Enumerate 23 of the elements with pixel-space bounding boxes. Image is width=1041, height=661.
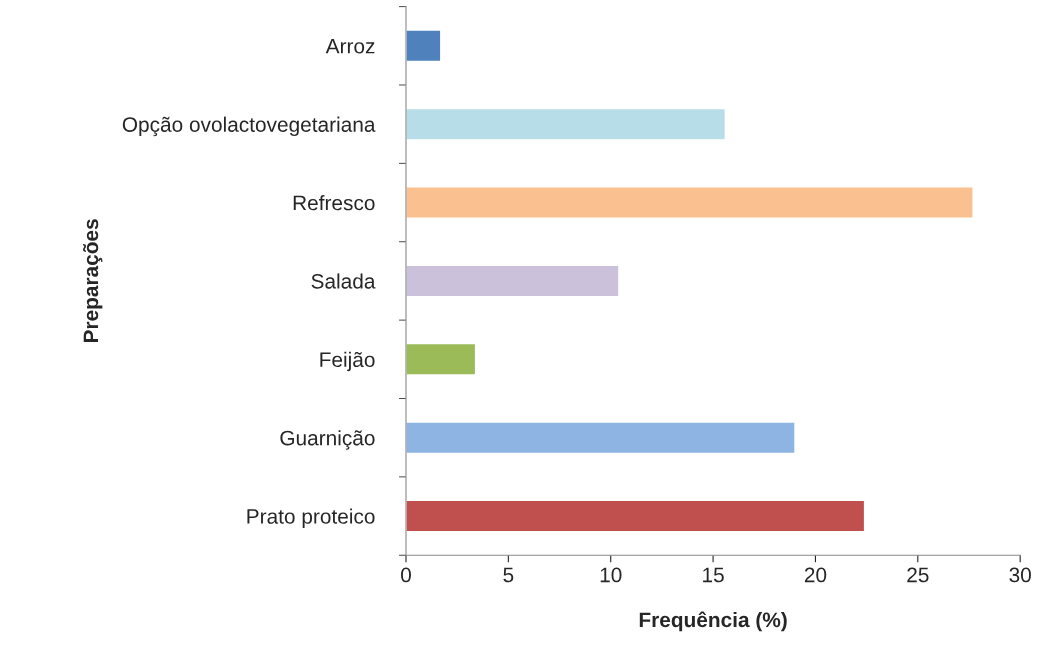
bar <box>405 186 974 219</box>
y-axis-title: Preparações <box>83 219 103 343</box>
x-tick-label: 25 <box>907 567 929 583</box>
bar <box>405 107 727 141</box>
y-tick-label: Feijão <box>320 351 375 372</box>
x-tick-label: 30 <box>1009 567 1031 583</box>
y-tick-label: Opção ovolactovegetariana <box>122 116 376 137</box>
y-tick-label: Arroz <box>325 39 375 54</box>
bar <box>405 342 477 376</box>
x-tick-label: 0 <box>401 567 411 583</box>
bar <box>405 264 620 298</box>
x-tick-label: 5 <box>503 567 514 583</box>
bar <box>405 29 442 63</box>
y-tick-label: Prato proteico <box>247 508 375 528</box>
x-axis-title: Frequência (%) <box>639 611 787 632</box>
y-tick-label: Guarnição <box>280 430 375 450</box>
x-tick-label: 10 <box>600 567 622 583</box>
x-tick-label: 20 <box>804 567 827 583</box>
bar <box>405 421 796 455</box>
x-tick-label: 15 <box>703 567 724 583</box>
y-tick-label: Refresco <box>293 195 375 211</box>
y-tick-label: Salada <box>311 273 376 289</box>
bar <box>405 499 866 533</box>
